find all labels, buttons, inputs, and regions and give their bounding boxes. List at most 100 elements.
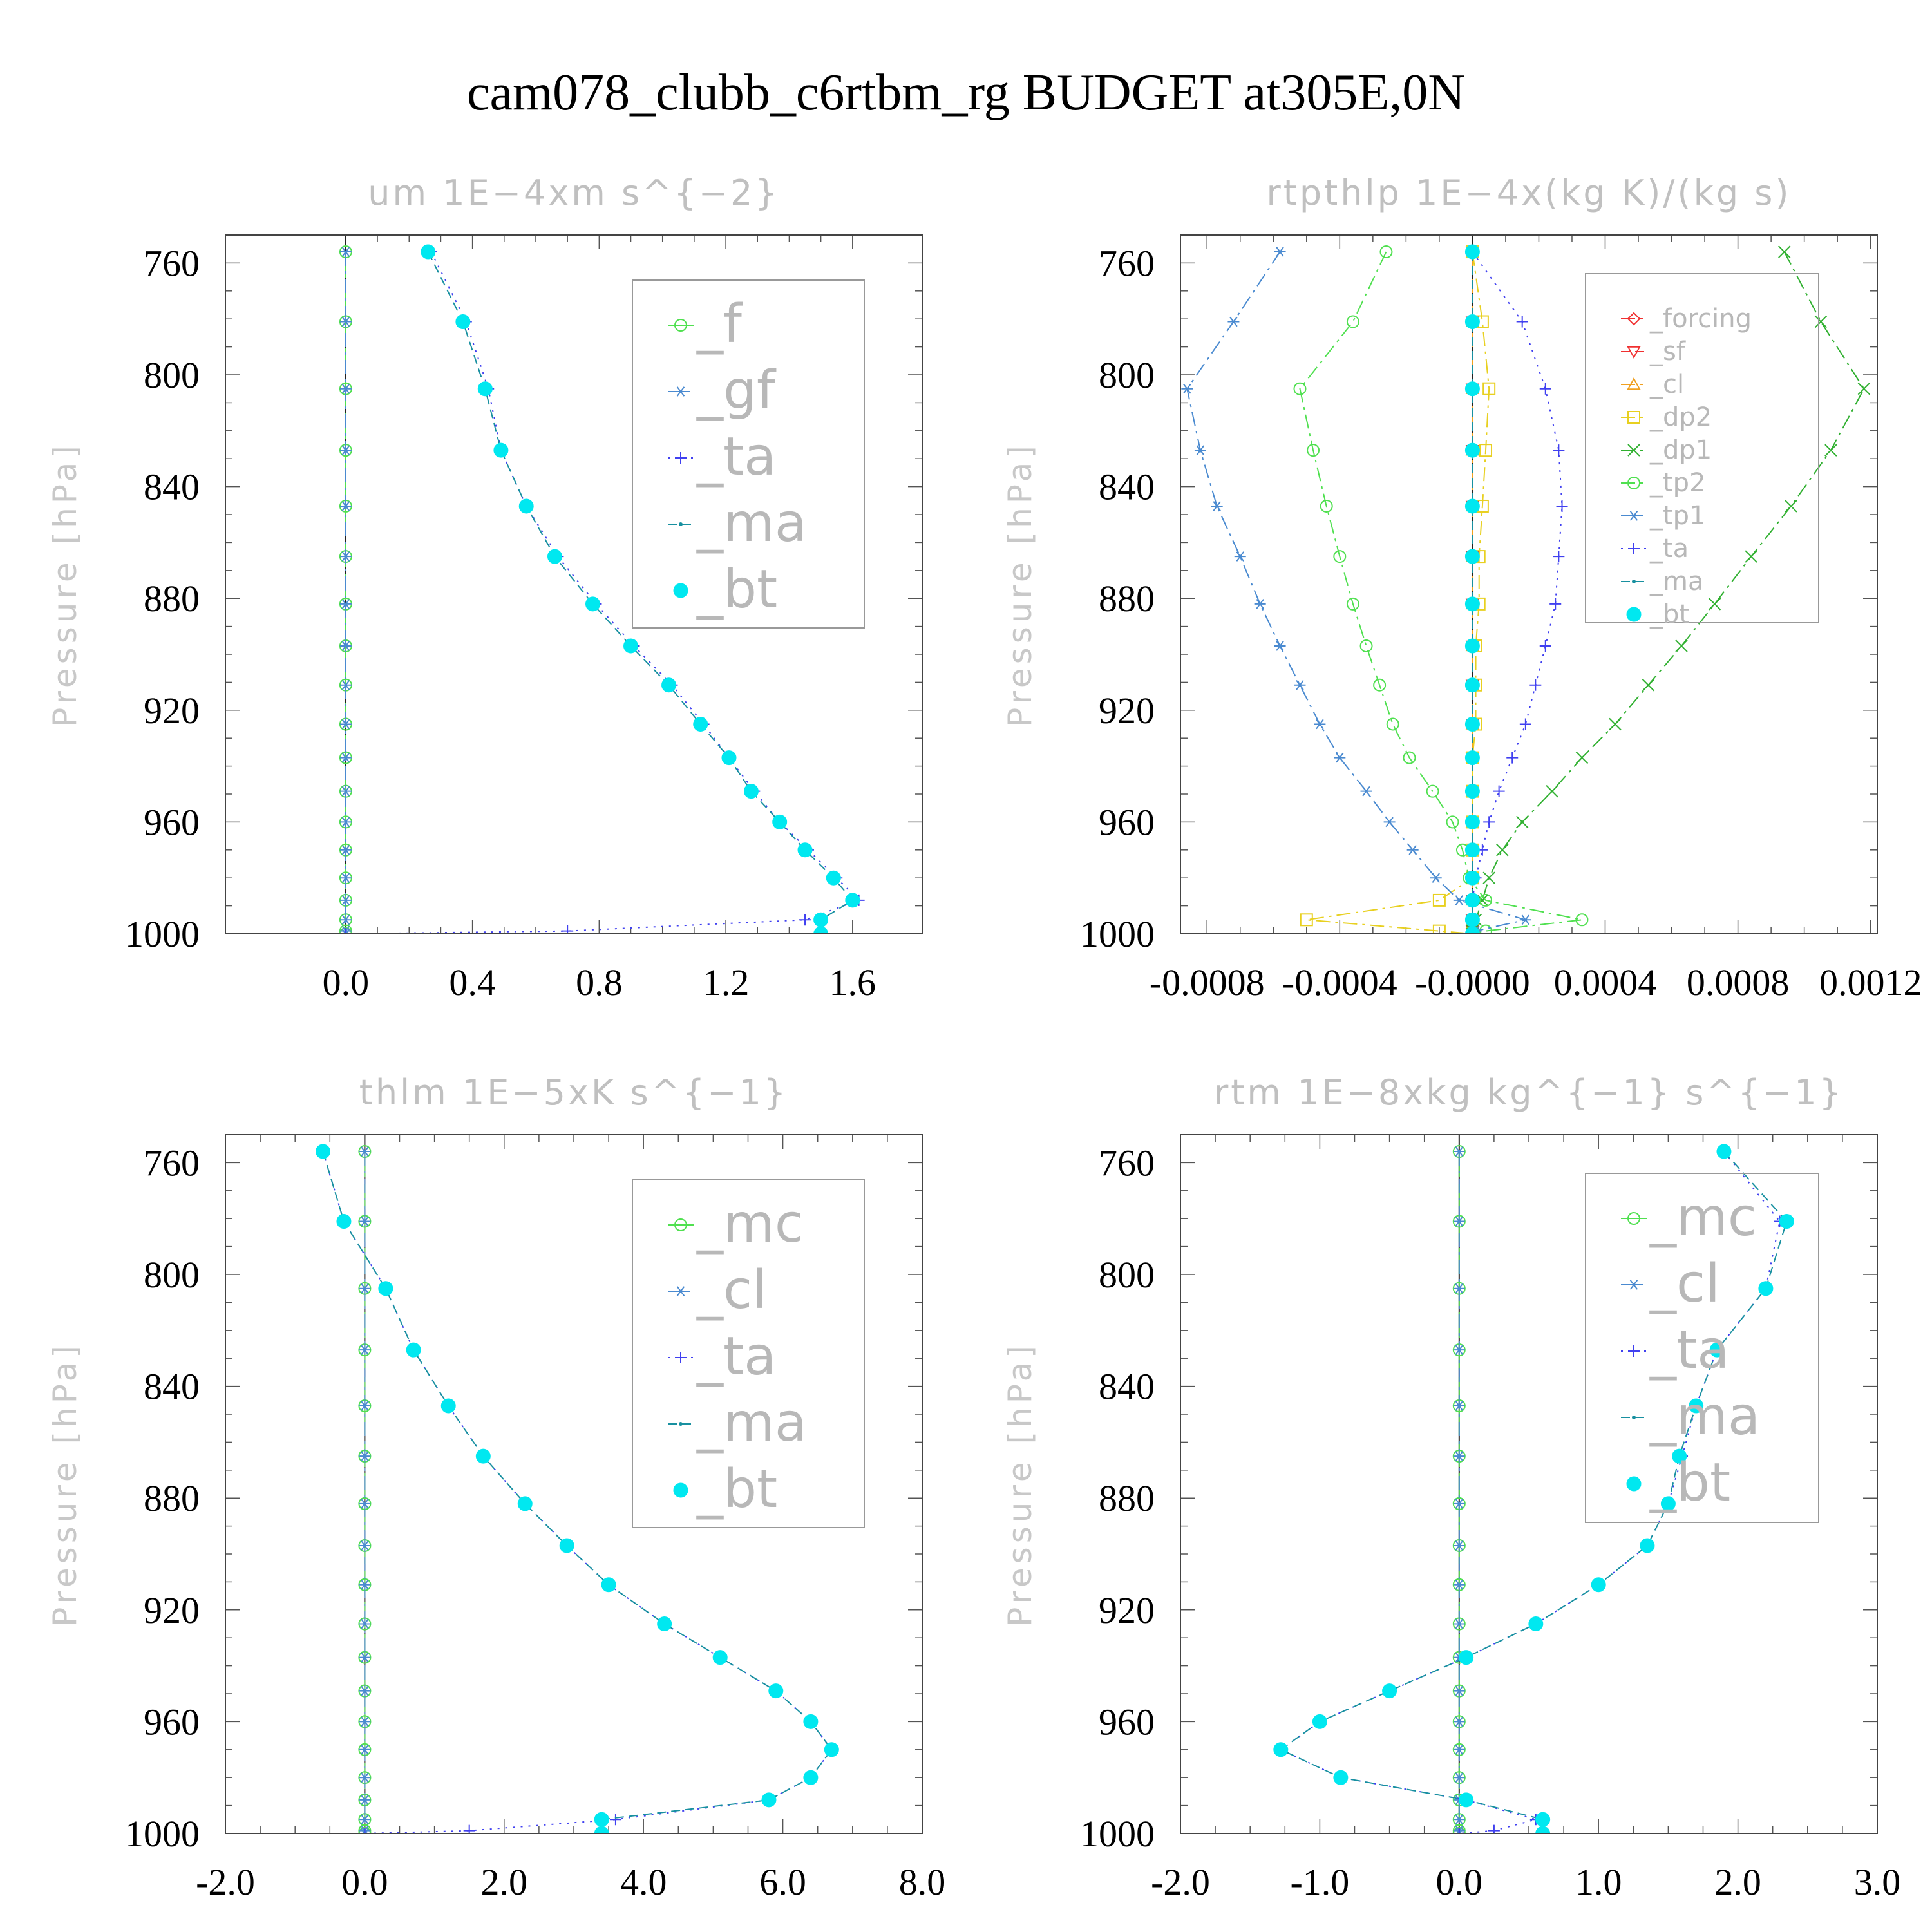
data-point [339, 383, 352, 394]
data-point [1453, 1685, 1465, 1696]
x-tick-label: -2.0 [196, 1861, 255, 1903]
chart-panel-4: rtm 1E−8xkg kg^{−1} s^{−1} Pressure [hPa]… [1001, 1072, 1900, 1903]
legend-marker [673, 583, 688, 598]
legend-marker [1628, 1345, 1640, 1357]
legend-marker [1627, 346, 1641, 359]
data-point [661, 677, 677, 693]
y-tick-label: 760 [144, 1142, 200, 1184]
data-point [359, 1283, 371, 1294]
series-tp1 [1181, 247, 1531, 934]
legend: _mc_cl_ta_ma_bt [632, 1179, 865, 1528]
legend: _mc_cl_ta_ma_bt [1585, 1173, 1819, 1523]
legend-marker [1626, 607, 1642, 622]
legend-label: _forcing [1649, 304, 1752, 334]
data-point [1459, 1650, 1474, 1665]
data-point [1660, 1496, 1676, 1511]
data-point [518, 498, 534, 514]
series-bt [1273, 1144, 1794, 1833]
y-tick-label: 760 [1099, 1142, 1155, 1184]
data-point [339, 551, 352, 562]
legend-label: _ma [1649, 567, 1703, 596]
data-point [1464, 912, 1480, 927]
data-point [1546, 784, 1558, 798]
data-point [799, 914, 811, 926]
data-point [1745, 550, 1757, 563]
data-point [1556, 500, 1568, 512]
legend-label: _bt [696, 1459, 777, 1520]
data-point [1779, 1214, 1794, 1229]
data-point [1464, 717, 1480, 732]
data-point [712, 1650, 728, 1665]
series-ma [426, 250, 855, 934]
y-tick-label: 840 [144, 466, 200, 508]
legend-label: _gf [696, 360, 777, 421]
data-point [339, 914, 352, 925]
data-point [1273, 1742, 1289, 1757]
legend-label: _tp2 [1649, 468, 1706, 498]
y-tick-label: 880 [1099, 1477, 1155, 1519]
y-axis-label: Pressure [hPa] [1001, 1341, 1039, 1627]
data-point [315, 1144, 330, 1159]
legend-label: _cl [696, 1260, 767, 1321]
legend-label: _ma [696, 1392, 807, 1454]
data-point [339, 599, 352, 609]
x-tick-label: 1.6 [829, 961, 876, 1003]
series-bt [1464, 244, 1480, 934]
y-tick-label: 960 [144, 1701, 200, 1743]
legend-label: _dp2 [1649, 402, 1712, 432]
legend-box [1585, 1173, 1819, 1523]
y-tick-label: 800 [1099, 1254, 1155, 1296]
legend-marker [1628, 511, 1640, 521]
chart-panel-3: thlm 1E−5xK s^{−1} Pressure [hPa] 760 800 84… [46, 1072, 945, 1903]
data-point [477, 381, 493, 397]
data-point [601, 1577, 616, 1593]
legend-label: _mc [1649, 1187, 1757, 1248]
data-point [359, 1216, 371, 1227]
data-point [1530, 679, 1542, 691]
data-point [1227, 316, 1240, 327]
data-point [359, 1716, 371, 1727]
figure-title: cam078_clubb_c6rtbm_rg BUDGET at305E,0N [467, 64, 1465, 121]
data-point [693, 717, 708, 732]
series-ta [339, 246, 865, 934]
data-point [1515, 815, 1529, 829]
legend-label: _dp1 [1649, 435, 1712, 465]
panels-group: um 1E−4xm s^{−2} Pressure [hPa] 760 800 840 8… [46, 173, 1922, 1903]
data-point [1346, 315, 1359, 328]
data-point [1609, 717, 1622, 731]
data-point [1314, 719, 1326, 730]
legend-label: _bt [1649, 1452, 1730, 1513]
data-point [463, 1824, 475, 1833]
data-point [336, 1214, 352, 1229]
y-axis-label: Pressure [hPa] [1001, 442, 1039, 727]
legend-marker [1627, 312, 1641, 326]
data-point [1519, 914, 1531, 925]
data-point [339, 895, 352, 905]
legend-marker [1626, 1476, 1642, 1492]
data-point [761, 1792, 777, 1808]
data-point [1211, 501, 1223, 511]
data-point [1689, 1398, 1704, 1414]
x-tick-label: 4.0 [620, 1861, 667, 1903]
y-tick-label: 1000 [1080, 913, 1155, 955]
data-point [562, 925, 574, 934]
data-point [1493, 785, 1505, 797]
data-point [359, 1745, 371, 1755]
data-point [1464, 549, 1480, 564]
legend-box [632, 1179, 865, 1528]
legend-marker [674, 1218, 687, 1231]
data-point [493, 442, 509, 458]
data-point [1553, 551, 1565, 563]
data-point [359, 1814, 371, 1825]
x-tick-label: 0.0008 [1687, 961, 1790, 1003]
legend-box [632, 279, 865, 629]
data-point [1482, 871, 1495, 884]
data-point [1464, 842, 1480, 858]
data-point [1274, 641, 1286, 651]
data-point [359, 1795, 371, 1805]
data-point [1307, 444, 1320, 457]
data-point [339, 719, 352, 730]
data-point [1426, 784, 1439, 798]
data-point [1360, 786, 1372, 797]
data-point [339, 679, 352, 690]
